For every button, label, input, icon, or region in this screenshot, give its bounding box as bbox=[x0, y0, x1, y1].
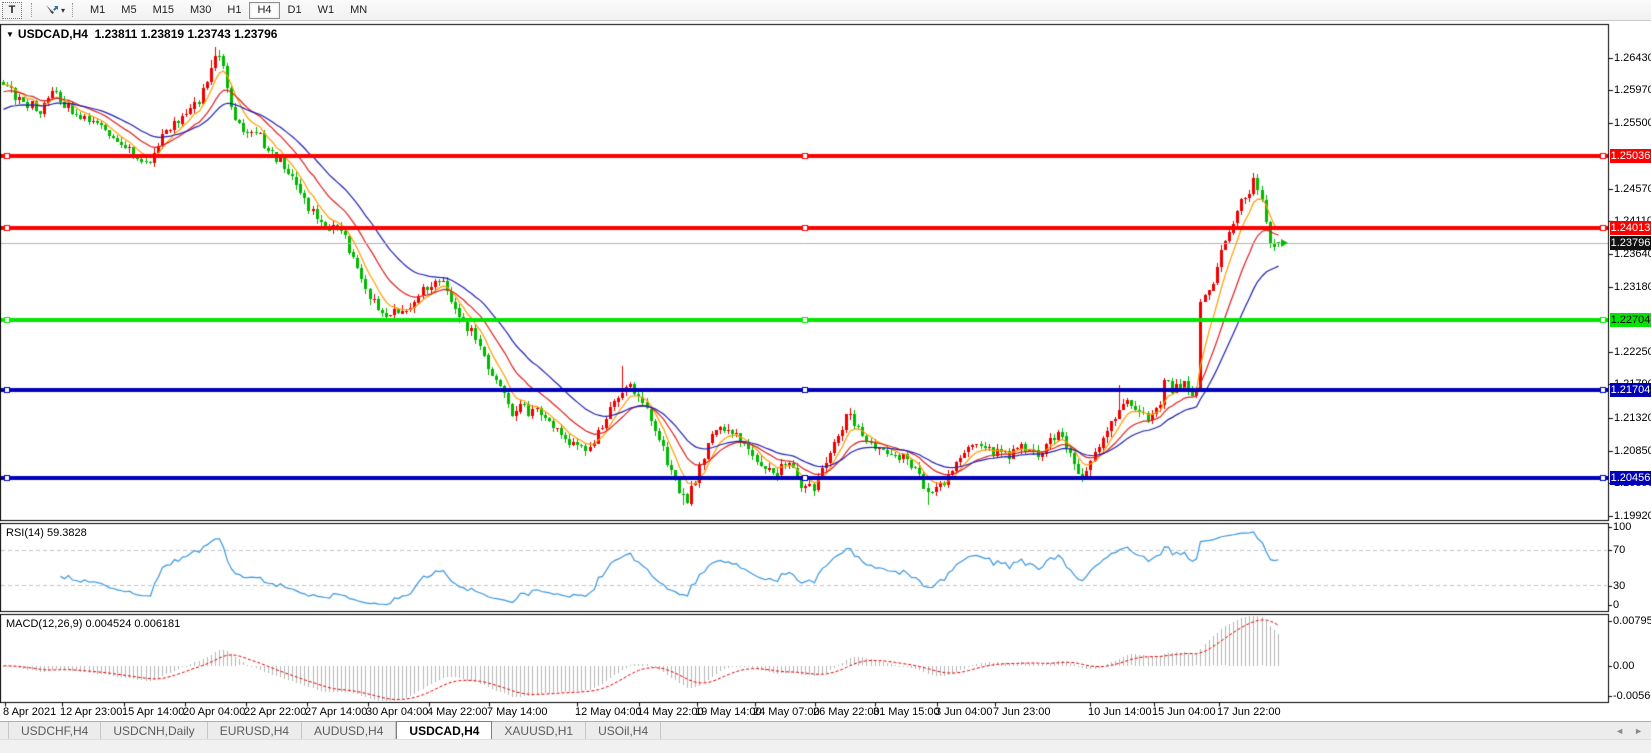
timeframe-button-h1[interactable]: H1 bbox=[219, 2, 249, 19]
tab-usdcad-h4[interactable]: USDCAD,H4 bbox=[396, 721, 493, 739]
symbol-tab-bar: USDCHF,H4 USDCNH,Daily EURUSD,H4 AUDUSD,H4 U… bbox=[0, 721, 1651, 739]
timeframe-button-h4[interactable]: H4 bbox=[249, 1, 280, 19]
tab-usdcnh-daily[interactable]: USDCNH,Daily bbox=[101, 722, 208, 739]
toolbar-separator bbox=[72, 3, 77, 17]
tab-audusd-h4[interactable]: AUDUSD,H4 bbox=[302, 722, 397, 739]
timeframe-button-m5[interactable]: M5 bbox=[113, 2, 144, 19]
status-bar bbox=[0, 739, 1651, 753]
timeframe-button-m15[interactable]: M15 bbox=[145, 2, 182, 19]
timeframe-button-m30[interactable]: M30 bbox=[182, 2, 219, 19]
timeframe-button-w1[interactable]: W1 bbox=[310, 2, 343, 19]
tab-eurusd-h4[interactable]: EURUSD,H4 bbox=[208, 722, 303, 739]
tab-xauusd-h1[interactable]: XAUUSD,H1 bbox=[492, 722, 587, 739]
timeframe-button-mn[interactable]: MN bbox=[342, 2, 375, 19]
toolbar-separator bbox=[31, 3, 36, 17]
scroll-left-icon[interactable]: ◄ bbox=[1615, 725, 1625, 736]
timeframe-buttons: M1 M5 M15 M30 H1 H4 D1 W1 MN bbox=[82, 1, 375, 19]
tab-usoil-h4[interactable]: USOil,H4 bbox=[586, 722, 662, 739]
chevron-down-icon: ▾ bbox=[61, 5, 66, 15]
tab-scroll-controls: ◄ ► bbox=[1615, 722, 1651, 739]
timeframe-button-d1[interactable]: D1 bbox=[280, 2, 310, 19]
timeframe-button-m1[interactable]: M1 bbox=[82, 2, 113, 19]
top-toolbar: T ▾ M1 M5 M15 M30 H1 H4 D1 W1 MN bbox=[0, 0, 1651, 21]
tab-usdchf-h4[interactable]: USDCHF,H4 bbox=[8, 722, 102, 739]
scroll-right-icon[interactable]: ► bbox=[1634, 725, 1643, 736]
text-tool-button[interactable]: T bbox=[2, 1, 22, 19]
double-arrow-icon bbox=[46, 5, 58, 14]
cursor-mode-button[interactable]: ▾ bbox=[41, 2, 69, 19]
symbol-tabs: USDCHF,H4 USDCNH,Daily EURUSD,H4 AUDUSD,H4 U… bbox=[8, 721, 662, 739]
